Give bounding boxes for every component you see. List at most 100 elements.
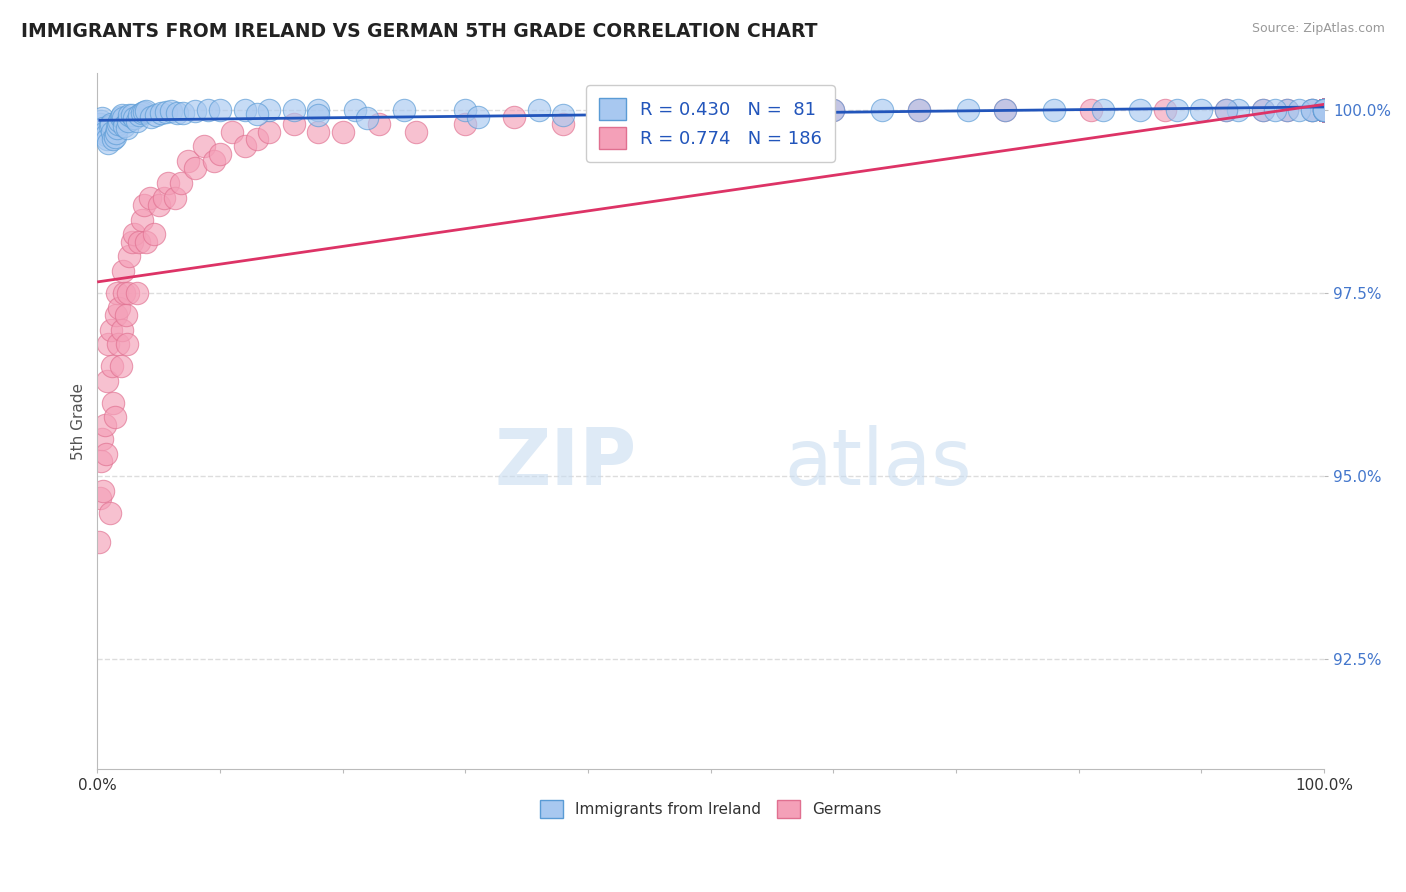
Point (1251, 103, 1274, 117)
Point (1313, 103, 1336, 117)
Text: ZIP: ZIP (495, 425, 637, 501)
Point (108, 113, 131, 128)
Point (1313, 103, 1336, 117)
Point (112, 119, 135, 133)
Point (1313, 103, 1336, 117)
Point (1313, 103, 1336, 117)
Point (1313, 103, 1336, 117)
Point (613, 110, 636, 124)
Point (1313, 103, 1336, 117)
Point (1313, 103, 1336, 117)
Point (1313, 103, 1336, 117)
Point (343, 103, 366, 117)
Point (908, 103, 931, 117)
Point (1313, 103, 1336, 117)
Point (90, 113, 112, 128)
Point (1313, 103, 1336, 117)
Point (908, 103, 931, 117)
Point (233, 103, 256, 117)
Point (1313, 103, 1336, 117)
Point (132, 104, 155, 119)
Point (1313, 103, 1336, 117)
Point (202, 153, 225, 168)
Point (1313, 103, 1336, 117)
Point (1313, 103, 1336, 117)
Point (1313, 103, 1336, 117)
Point (257, 125, 280, 139)
Point (1313, 103, 1336, 117)
Point (1313, 103, 1336, 117)
Point (110, 359, 132, 374)
Point (163, 191, 186, 205)
Point (117, 285, 139, 300)
Point (957, 103, 980, 117)
Point (1313, 103, 1336, 117)
Point (103, 132, 125, 146)
Point (100, 117, 122, 131)
Point (1313, 103, 1336, 117)
Point (103, 130, 125, 145)
Point (1313, 103, 1336, 117)
Point (1313, 103, 1336, 117)
Point (1313, 103, 1336, 117)
Point (1313, 103, 1336, 117)
Point (1313, 103, 1336, 117)
Point (748, 103, 770, 117)
Point (105, 120, 128, 135)
Point (166, 106, 188, 120)
Point (1313, 103, 1336, 117)
Point (1313, 103, 1336, 117)
Point (94, 447, 117, 461)
Point (1313, 103, 1336, 117)
Point (699, 103, 721, 117)
Point (148, 198, 170, 212)
Point (711, 105, 734, 120)
Point (101, 125, 124, 139)
Point (1313, 103, 1336, 117)
Point (553, 117, 575, 131)
Point (1313, 103, 1336, 117)
Point (246, 107, 269, 121)
Point (1313, 103, 1336, 117)
Point (97, 337, 120, 351)
Point (1313, 103, 1336, 117)
Point (1301, 103, 1323, 117)
Point (135, 104, 157, 119)
Point (98, 119, 121, 133)
Point (1313, 103, 1336, 117)
Point (132, 198, 155, 212)
Point (1313, 103, 1336, 117)
Point (103, 396, 125, 410)
Point (1313, 103, 1336, 117)
Point (1313, 103, 1336, 117)
Point (208, 103, 231, 117)
Point (197, 103, 219, 118)
Point (1313, 103, 1336, 117)
Point (115, 120, 138, 135)
Point (1313, 103, 1336, 117)
Point (93, 120, 115, 135)
Point (145, 108, 167, 122)
Point (1313, 103, 1336, 117)
Point (122, 112, 145, 126)
Point (392, 103, 415, 117)
Point (1313, 103, 1336, 117)
Point (1313, 103, 1336, 117)
Point (1313, 103, 1336, 117)
Point (1313, 103, 1336, 117)
Point (125, 113, 148, 128)
Point (872, 103, 894, 117)
Point (104, 126, 127, 140)
Point (112, 112, 135, 126)
Point (283, 117, 305, 131)
Point (1313, 103, 1336, 117)
Point (283, 103, 305, 117)
Point (1189, 103, 1212, 117)
Point (1313, 103, 1336, 117)
Point (1313, 103, 1336, 117)
Point (100, 322, 122, 336)
Point (1313, 103, 1336, 117)
Point (1313, 103, 1336, 117)
Point (177, 153, 200, 168)
Point (1313, 103, 1336, 117)
